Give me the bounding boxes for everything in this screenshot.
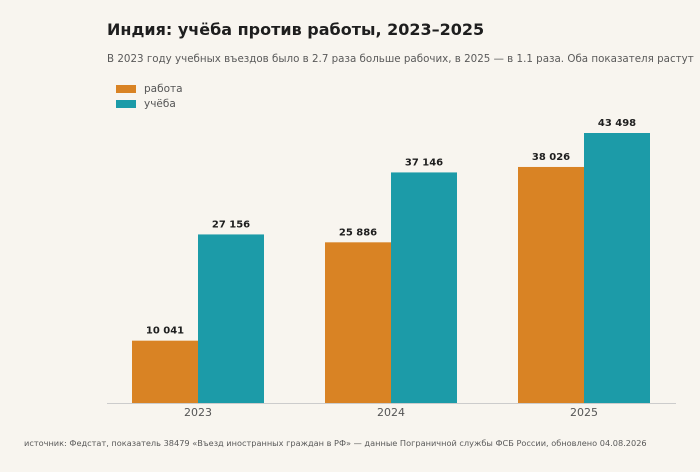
bar-chart: 10 041 27 156 2023 25 886 37 146 2024 38 026 43… bbox=[107, 118, 676, 419]
data-label-study-2024: 37 146 bbox=[405, 157, 443, 168]
legend-item-study: учёба bbox=[116, 96, 183, 111]
bar-study-2025 bbox=[584, 133, 650, 403]
data-label-work-2025: 38 026 bbox=[532, 152, 570, 163]
bar-work-2025 bbox=[518, 166, 584, 403]
x-tick-label-2023: 2023 bbox=[184, 406, 212, 419]
data-label-work-2023: 10 041 bbox=[146, 326, 184, 337]
legend-item-work: работа bbox=[116, 81, 183, 96]
x-tick-label-2024: 2024 bbox=[377, 406, 405, 419]
legend-label-work: работа bbox=[144, 82, 183, 95]
data-label-study-2025: 43 498 bbox=[598, 118, 636, 129]
source-note: источник: Федстат, показатель 38479 «Въе… bbox=[24, 438, 647, 448]
bar-study-2024 bbox=[391, 172, 457, 403]
data-label-work-2024: 25 886 bbox=[339, 227, 377, 238]
bar-work-2024 bbox=[325, 242, 391, 403]
chart-title: Индия: учёба против работы, 2023–2025 bbox=[107, 20, 485, 39]
data-label-study-2023: 27 156 bbox=[212, 219, 250, 230]
legend-swatch-study bbox=[116, 99, 136, 108]
legend: работа учёба bbox=[116, 81, 183, 111]
bar-work-2023 bbox=[132, 340, 198, 403]
legend-label-study: учёба bbox=[144, 97, 176, 110]
chart-subtitle: В 2023 году учебных въездов было в 2.7 р… bbox=[107, 53, 694, 65]
legend-swatch-work bbox=[116, 84, 136, 93]
bar-study-2023 bbox=[198, 234, 264, 403]
x-tick-label-2025: 2025 bbox=[570, 406, 598, 419]
